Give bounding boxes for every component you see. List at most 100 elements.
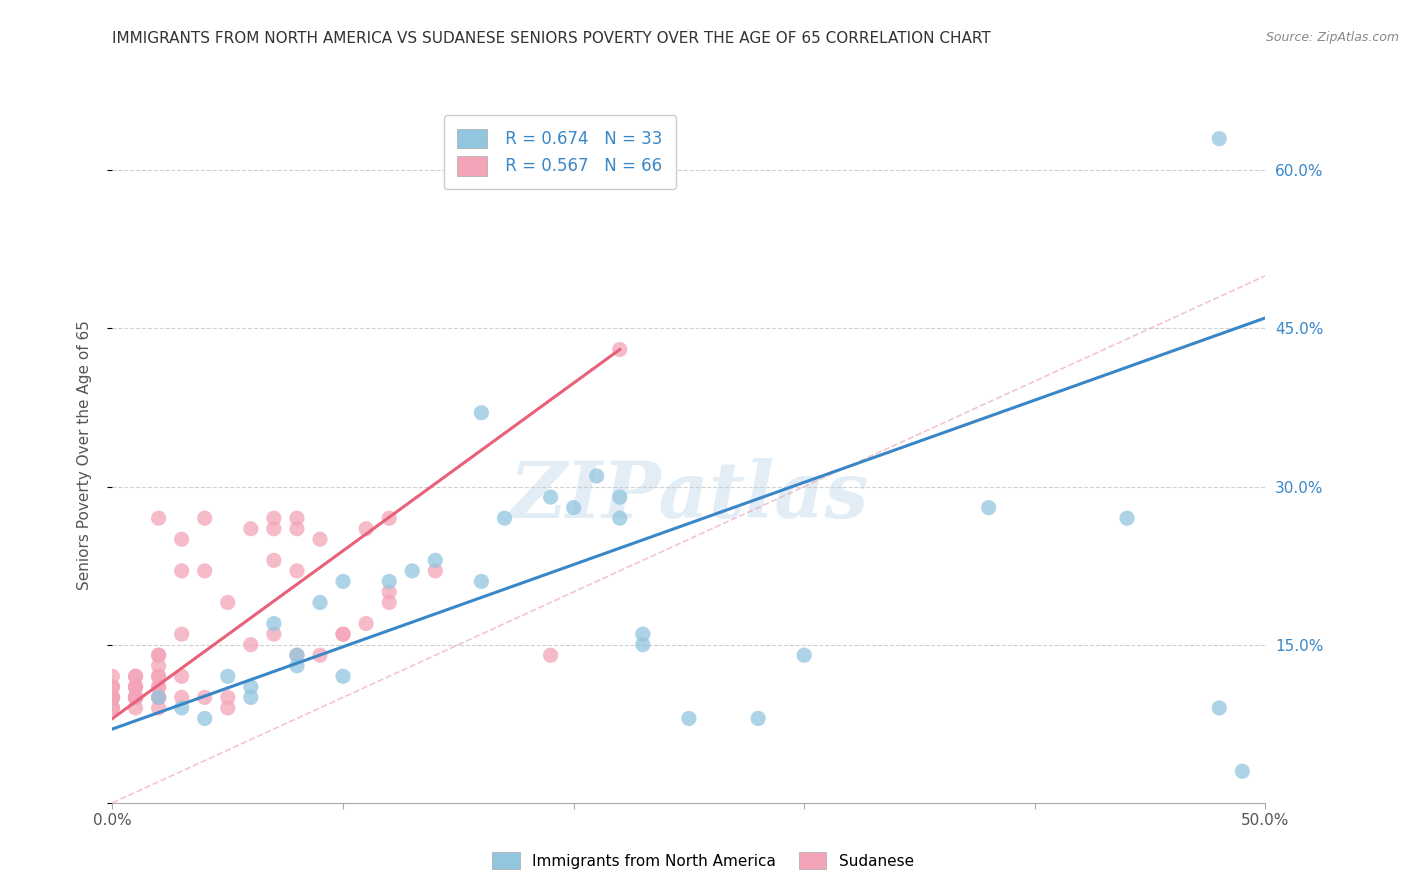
- Point: [148, 690, 170, 705]
- Point: [148, 690, 170, 705]
- Point: [977, 500, 1000, 515]
- Point: [239, 522, 262, 536]
- Point: [239, 690, 262, 705]
- Point: [378, 585, 401, 599]
- Point: [285, 511, 308, 525]
- Point: [217, 701, 239, 715]
- Point: [101, 680, 124, 694]
- Point: [470, 574, 492, 589]
- Point: [309, 648, 332, 663]
- Point: [148, 658, 170, 673]
- Point: [425, 553, 447, 567]
- Point: [170, 533, 193, 547]
- Point: [332, 627, 354, 641]
- Point: [285, 648, 308, 663]
- Point: [354, 616, 377, 631]
- Point: [678, 711, 700, 725]
- Point: [101, 701, 124, 715]
- Text: ZIPatlas: ZIPatlas: [509, 458, 869, 535]
- Point: [170, 701, 193, 715]
- Point: [285, 522, 308, 536]
- Point: [124, 669, 146, 683]
- Point: [217, 595, 239, 609]
- Point: [793, 648, 815, 663]
- Point: [309, 533, 332, 547]
- Point: [631, 638, 654, 652]
- Legend: Immigrants from North America, Sudanese: Immigrants from North America, Sudanese: [486, 846, 920, 875]
- Point: [285, 658, 308, 673]
- Point: [170, 627, 193, 641]
- Point: [540, 490, 562, 504]
- Point: [124, 680, 146, 694]
- Point: [562, 500, 585, 515]
- Point: [101, 690, 124, 705]
- Point: [285, 648, 308, 663]
- Point: [194, 564, 217, 578]
- Point: [1116, 511, 1139, 525]
- Point: [354, 522, 377, 536]
- Point: [494, 511, 516, 525]
- Text: Source: ZipAtlas.com: Source: ZipAtlas.com: [1265, 31, 1399, 45]
- Point: [148, 680, 170, 694]
- Point: [263, 553, 285, 567]
- Point: [194, 711, 217, 725]
- Point: [194, 511, 217, 525]
- Point: [148, 648, 170, 663]
- Point: [148, 511, 170, 525]
- Point: [378, 511, 401, 525]
- Point: [148, 701, 170, 715]
- Point: [609, 511, 631, 525]
- Point: [101, 690, 124, 705]
- Point: [170, 690, 193, 705]
- Point: [631, 627, 654, 641]
- Point: [124, 669, 146, 683]
- Point: [101, 701, 124, 715]
- Point: [263, 522, 285, 536]
- Point: [309, 595, 332, 609]
- Point: [239, 638, 262, 652]
- Point: [124, 690, 146, 705]
- Point: [124, 690, 146, 705]
- Point: [101, 680, 124, 694]
- Point: [239, 680, 262, 694]
- Point: [378, 574, 401, 589]
- Point: [425, 564, 447, 578]
- Point: [470, 406, 492, 420]
- Point: [332, 627, 354, 641]
- Point: [609, 490, 631, 504]
- Point: [124, 690, 146, 705]
- Legend:  R = 0.674   N = 33,  R = 0.567   N = 66: R = 0.674 N = 33, R = 0.567 N = 66: [444, 115, 676, 189]
- Point: [194, 690, 217, 705]
- Point: [747, 711, 769, 725]
- Point: [148, 669, 170, 683]
- Point: [263, 627, 285, 641]
- Text: IMMIGRANTS FROM NORTH AMERICA VS SUDANESE SENIORS POVERTY OVER THE AGE OF 65 COR: IMMIGRANTS FROM NORTH AMERICA VS SUDANES…: [112, 31, 991, 46]
- Point: [170, 669, 193, 683]
- Point: [101, 690, 124, 705]
- Point: [148, 680, 170, 694]
- Point: [101, 690, 124, 705]
- Point: [585, 469, 607, 483]
- Point: [332, 574, 354, 589]
- Point: [148, 690, 170, 705]
- Point: [124, 701, 146, 715]
- Point: [378, 595, 401, 609]
- Point: [124, 680, 146, 694]
- Point: [124, 690, 146, 705]
- Point: [124, 680, 146, 694]
- Point: [1208, 131, 1230, 145]
- Point: [285, 564, 308, 578]
- Point: [609, 343, 631, 357]
- Point: [170, 564, 193, 578]
- Point: [124, 690, 146, 705]
- Point: [332, 669, 354, 683]
- Point: [1208, 701, 1230, 715]
- Point: [263, 616, 285, 631]
- Point: [148, 669, 170, 683]
- Point: [263, 511, 285, 525]
- Point: [124, 690, 146, 705]
- Point: [540, 648, 562, 663]
- Point: [101, 669, 124, 683]
- Point: [148, 648, 170, 663]
- Point: [101, 690, 124, 705]
